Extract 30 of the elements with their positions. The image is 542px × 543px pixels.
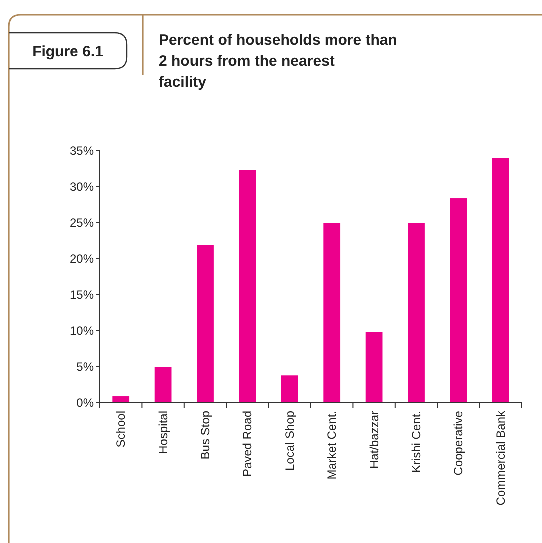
bar [281,376,298,403]
bar [324,223,341,403]
x-tick-label: Market Cent. [325,411,340,480]
bar [408,223,425,403]
x-tick-label: Local Shop [282,410,297,472]
bar [239,170,256,403]
y-tick-label: 0% [76,396,94,410]
x-tick-label: Hospital [156,411,170,454]
x-tick-label: Hat/bazzar [367,411,382,470]
x-tick-label: Krishi Cent. [410,411,424,474]
y-tick-label: 30% [70,180,94,194]
y-tick-label: 15% [70,288,94,302]
y-tick-label: 25% [70,216,94,230]
bar [154,367,172,403]
y-tick-label: 10% [70,324,94,338]
x-tick-label: School [114,411,128,448]
x-tick-label: Commercial Bank [494,410,508,506]
bar [492,158,510,403]
x-tick-label: Paved Road [240,411,255,478]
bar [366,332,383,403]
bar [112,396,130,403]
y-tick-label: 5% [76,360,94,374]
y-tick-label: 20% [70,252,94,266]
x-tick-label: Cooperative [452,410,466,476]
y-tick-label: 35% [70,144,94,158]
caption: Figure 6.1 [32,43,104,60]
bar [450,198,468,403]
bar [197,245,214,403]
x-tick-label: Bus Stop [198,410,212,460]
chart-title: Percent of households more than 2 hours from the nearest facility [159,32,398,91]
